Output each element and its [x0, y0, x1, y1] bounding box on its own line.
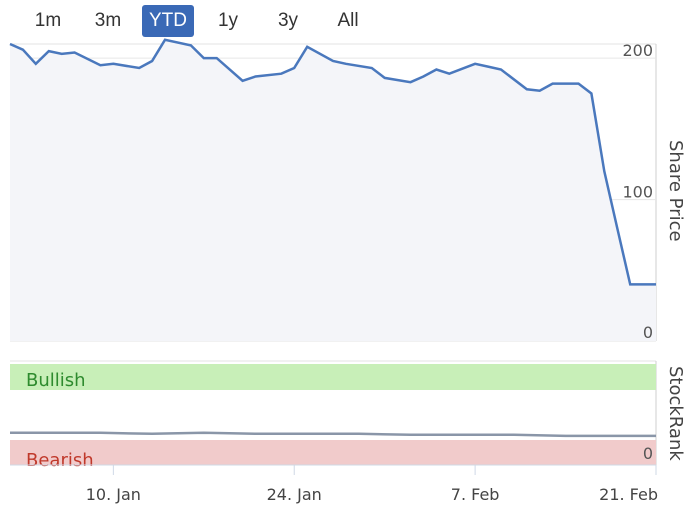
price-area [10, 39, 656, 342]
range-button-3m[interactable]: 3m [94, 10, 122, 31]
stockrank-line [10, 431, 656, 438]
bearish-label: Bearish [26, 450, 94, 471]
bearish-band [10, 440, 656, 465]
bullish-band [10, 364, 656, 390]
range-selector: 1m 3m YTD 1y 3y All [22, 4, 382, 38]
x-tick-label: 24. Jan [267, 485, 322, 504]
price-series-line [9, 38, 656, 286]
range-button-all[interactable]: All [337, 10, 359, 31]
stockrank-ytick-label: 0 [643, 444, 653, 463]
x-tick-label: 7. Feb [451, 485, 500, 504]
price-ytick-label: 100 [622, 183, 653, 202]
price-ytick-label: 0 [643, 323, 653, 342]
price-axis-label: Share Price [665, 140, 686, 242]
x-tick-label: 10. Jan [86, 485, 141, 504]
range-button-1m[interactable]: 1m [34, 10, 62, 31]
range-button-ytd[interactable]: YTD [142, 5, 194, 37]
range-button-3y[interactable]: 3y [277, 10, 299, 31]
bullish-label: Bullish [26, 370, 86, 391]
price-ytick-label: 200 [622, 41, 653, 60]
stockrank-axis-label: StockRank [665, 366, 686, 461]
x-tick-label: 21. Feb [599, 485, 658, 504]
range-button-1y[interactable]: 1y [217, 10, 239, 31]
